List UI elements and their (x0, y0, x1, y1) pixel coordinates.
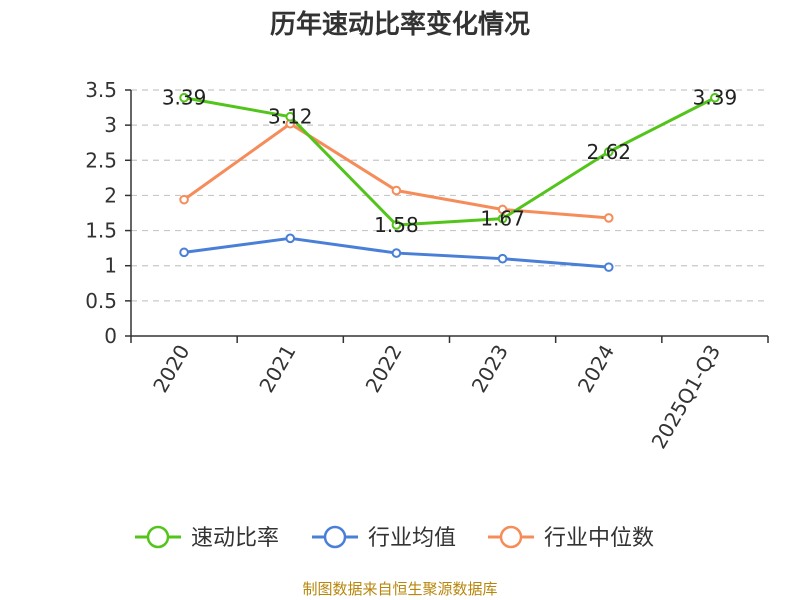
legend-label-2: 行业中位数 (544, 526, 654, 551)
series-line-0 (183, 96, 716, 227)
y-tick-label: 1.5 (85, 219, 117, 243)
data-point (497, 253, 508, 264)
data-point (391, 185, 402, 196)
grid-lines (131, 89, 768, 302)
x-tick-label: 2024 (573, 341, 619, 397)
y-tick-label: 1 (104, 254, 117, 278)
data-point (603, 147, 614, 157)
x-tick-label: 2023 (467, 341, 513, 397)
data-label: 1.58 (374, 213, 419, 237)
y-tick-label: 0.5 (85, 289, 117, 313)
data-point (179, 247, 189, 258)
data-point (285, 233, 296, 244)
data-point (285, 111, 296, 122)
source-note: 制图数据来自恒生聚源数据库 (302, 580, 497, 598)
data-point (497, 213, 508, 224)
legend: 速动比率 行业均值 行业中位数 (135, 525, 654, 551)
data-label: 1.67 (480, 207, 525, 231)
data-point (391, 248, 402, 258)
y-tick-label: 2.5 (85, 148, 117, 172)
x-tick-label: 2025Q1-Q3 (647, 341, 726, 453)
data-label: 3.39 (693, 86, 738, 110)
data-point (179, 92, 189, 103)
chart-title: 历年速动比率变化情况 (270, 9, 530, 40)
data-labels: 3.39 3.12 1.58 1.67 2.62 3.39 (162, 86, 737, 237)
y-tick-label: 2 (104, 183, 117, 207)
data-point (603, 213, 614, 223)
legend-label-0: 速动比率 (191, 526, 279, 551)
series-group (179, 92, 720, 272)
data-point (603, 262, 614, 272)
y-tick-label: 0 (104, 324, 117, 348)
data-label: 3.39 (162, 86, 207, 110)
y-tick-label: 3.5 (85, 78, 117, 102)
x-tick-label: 2022 (361, 341, 407, 397)
data-point (179, 194, 189, 205)
series-line-2 (183, 122, 609, 220)
y-tick-label: 3 (104, 113, 117, 137)
data-point (497, 204, 508, 215)
x-tick-label: 2020 (148, 341, 194, 397)
legend-marker-1 (323, 525, 347, 549)
legend-marker-2 (499, 525, 523, 549)
legend-marker-0 (146, 525, 170, 549)
data-label: 2.62 (586, 140, 631, 164)
data-point (391, 220, 402, 230)
legend-label-1: 行业均值 (368, 526, 456, 551)
x-tick-label: 2021 (254, 341, 300, 397)
data-point (710, 92, 720, 103)
data-label: 3.12 (268, 105, 313, 129)
